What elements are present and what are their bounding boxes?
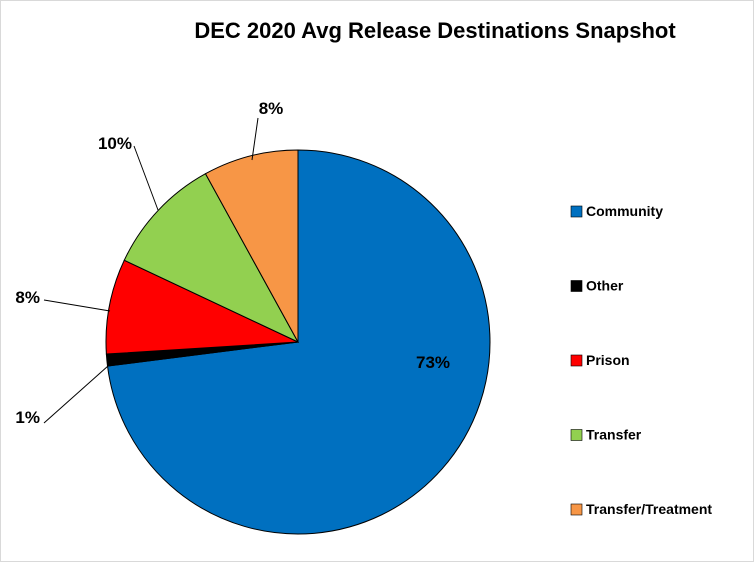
data-label-other: 1% [15,408,40,427]
legend-label-transfer: Transfer [586,427,642,443]
legend-label-community: Community [586,203,663,219]
legend-swatch-other [570,280,583,292]
data-label-transfer-treatment: 8% [259,99,284,118]
pie-slice-transfer-treatment [204,149,299,343]
pie-slice-community [106,149,491,535]
leader-line-transfer-treatment [251,117,259,161]
data-label-prison: 8% [15,288,40,307]
legend-swatch-transfer [570,429,583,441]
pie-slice-transfer [123,173,300,344]
legend-label-other: Other [586,278,624,294]
legend-swatch-transfer-treatment [570,503,583,516]
data-label-community: 73% [416,353,450,372]
pie-slice-prison [105,259,299,355]
leader-line-other [43,365,109,424]
legend-swatch-prison [570,354,583,367]
legend-label-transfer-treatment: Transfer/Treatment [586,501,712,517]
leader-line-transfer [133,145,159,211]
legend-swatch-community [570,205,583,218]
leader-line-prison [43,299,111,312]
legend-label-prison: Prison [586,352,630,368]
data-label-transfer: 10% [98,134,132,153]
chart-title: DEC 2020 Avg Release Destinations Snapsh… [194,18,676,43]
